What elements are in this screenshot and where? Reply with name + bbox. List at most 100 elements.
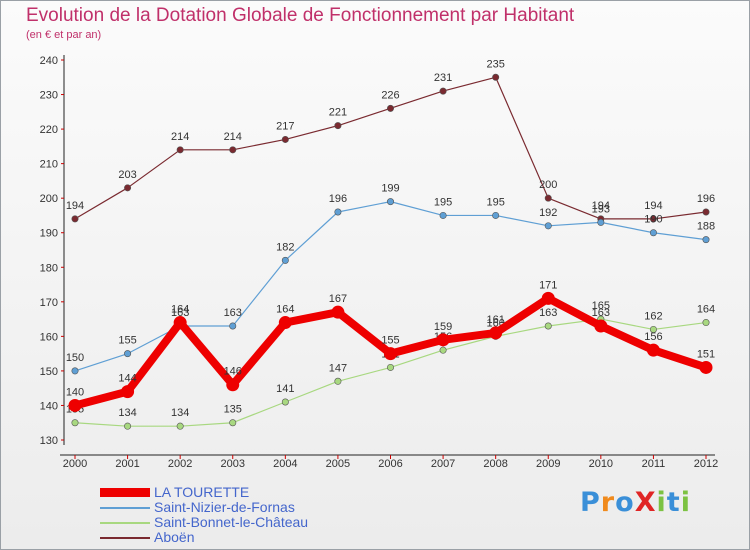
data-point <box>702 208 710 216</box>
legend-label: Saint-Nizier-de-Fornas <box>154 499 295 515</box>
data-label: 194 <box>66 200 84 212</box>
data-label: 195 <box>434 196 452 208</box>
data-point <box>386 198 394 206</box>
data-point <box>334 122 342 130</box>
x-tick-label: 2000 <box>63 458 87 470</box>
data-label: 141 <box>276 383 294 395</box>
data-label: 146 <box>224 366 242 378</box>
data-point <box>439 87 447 95</box>
data-label: 155 <box>381 335 399 347</box>
data-label: 195 <box>486 196 504 208</box>
data-point <box>176 422 184 430</box>
data-point <box>492 211 500 219</box>
y-tick-label: 160 <box>40 331 58 343</box>
data-label: 214 <box>224 131 242 143</box>
data-point <box>597 218 605 226</box>
data-point <box>544 322 552 330</box>
data-label: 155 <box>118 335 136 347</box>
data-label: 194 <box>644 200 662 212</box>
x-tick-label: 2001 <box>115 458 139 470</box>
data-label: 140 <box>66 386 84 398</box>
data-label: 156 <box>644 331 662 343</box>
data-label: 164 <box>171 304 189 316</box>
legend-swatch <box>100 507 150 509</box>
data-point <box>544 222 552 230</box>
data-label: 147 <box>329 362 347 374</box>
legend-label: Saint-Bonnet-le-Château <box>154 514 309 530</box>
x-tick-label: 2005 <box>326 458 350 470</box>
data-label: 167 <box>329 293 347 305</box>
data-point <box>646 343 660 357</box>
data-label: 150 <box>66 352 84 364</box>
x-tick-label: 2002 <box>168 458 192 470</box>
y-tick-label: 130 <box>40 435 58 447</box>
data-point <box>124 422 132 430</box>
x-tick-label: 2010 <box>589 458 613 470</box>
data-point <box>386 363 394 371</box>
data-point <box>281 135 289 143</box>
data-label: 188 <box>697 221 715 233</box>
data-label: 192 <box>539 207 557 219</box>
data-label: 164 <box>697 304 715 316</box>
legend-label: Aboën <box>154 529 195 545</box>
data-label: 199 <box>381 183 399 195</box>
data-label: 134 <box>118 407 136 419</box>
x-tick-label: 2003 <box>221 458 245 470</box>
data-label: 196 <box>697 193 715 205</box>
data-label: 151 <box>697 348 715 360</box>
data-label: 161 <box>486 314 504 326</box>
data-label: 221 <box>329 107 347 119</box>
y-tick-label: 200 <box>40 193 58 205</box>
legend-swatch <box>100 522 150 524</box>
data-point <box>439 211 447 219</box>
data-point <box>278 316 292 330</box>
data-point <box>121 385 135 399</box>
data-label: 171 <box>539 279 557 291</box>
y-tick-label: 140 <box>40 400 58 412</box>
data-label: 163 <box>539 307 557 319</box>
data-label: 135 <box>224 404 242 416</box>
data-label: 231 <box>434 72 452 84</box>
data-point <box>229 146 237 154</box>
data-label: 200 <box>539 179 557 191</box>
x-tick-label: 2007 <box>431 458 455 470</box>
data-point <box>229 322 237 330</box>
data-point <box>489 326 503 340</box>
data-label: 159 <box>434 321 452 333</box>
data-label: 235 <box>486 58 504 70</box>
data-point <box>594 319 608 333</box>
chart-title: Evolution de la Dotation Globale de Fonc… <box>26 5 575 26</box>
chart-subtitle: (en € et par an) <box>26 29 102 41</box>
data-label: 182 <box>276 241 294 253</box>
data-label: 163 <box>224 307 242 319</box>
data-label: 162 <box>644 310 662 322</box>
data-label: 214 <box>171 131 189 143</box>
data-label: 163 <box>171 307 189 319</box>
data-point <box>439 346 447 354</box>
data-point <box>71 215 79 223</box>
data-point <box>281 398 289 406</box>
x-tick-label: 2008 <box>483 458 507 470</box>
data-point <box>68 398 82 412</box>
y-tick-label: 210 <box>40 159 58 171</box>
data-label: 194 <box>592 200 610 212</box>
data-label: 217 <box>276 120 294 132</box>
data-point <box>71 419 79 427</box>
data-label: 134 <box>171 407 189 419</box>
data-point <box>699 360 713 374</box>
data-point <box>176 146 184 154</box>
data-point <box>649 229 657 237</box>
data-point <box>334 377 342 385</box>
y-tick-label: 240 <box>40 55 58 67</box>
x-tick-label: 2012 <box>694 458 718 470</box>
y-tick-label: 230 <box>40 90 58 102</box>
y-tick-label: 180 <box>40 262 58 274</box>
data-point <box>702 319 710 327</box>
data-point <box>331 305 345 319</box>
data-point <box>226 378 240 392</box>
proxiti-logo: ProXiti <box>580 487 691 518</box>
data-label: 165 <box>592 300 610 312</box>
y-tick-label: 170 <box>40 297 58 309</box>
data-label: 193 <box>592 203 610 215</box>
